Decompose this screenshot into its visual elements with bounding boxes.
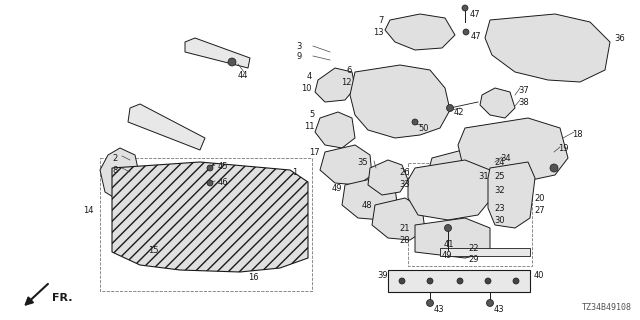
Text: 45: 45 [218,162,228,171]
Text: 43: 43 [494,306,504,315]
Text: 18: 18 [572,130,582,139]
Text: 43: 43 [434,306,445,315]
Text: 35: 35 [357,157,368,166]
Polygon shape [315,68,355,102]
Polygon shape [408,160,492,220]
Text: 49: 49 [332,183,342,193]
Text: 44: 44 [238,70,248,79]
Text: 50: 50 [418,124,429,132]
Circle shape [228,58,236,66]
Text: 23: 23 [494,204,504,212]
Polygon shape [112,162,308,272]
Circle shape [426,300,433,307]
Text: 5: 5 [310,109,315,118]
Polygon shape [368,160,408,195]
Text: 3: 3 [296,42,302,51]
Text: 22: 22 [468,244,479,252]
Polygon shape [458,118,568,182]
Polygon shape [485,14,610,82]
Text: 8: 8 [113,165,118,174]
Text: 37: 37 [518,85,529,94]
Circle shape [427,278,433,284]
Text: 19: 19 [558,143,568,153]
Text: 1: 1 [292,167,297,177]
Text: 6: 6 [347,66,352,75]
Text: 40: 40 [534,270,545,279]
Polygon shape [372,198,425,240]
Polygon shape [440,248,530,256]
Text: 27: 27 [534,205,545,214]
Circle shape [207,165,213,171]
Text: 32: 32 [494,186,504,195]
Circle shape [399,278,405,284]
Polygon shape [488,162,535,228]
Polygon shape [388,270,530,292]
Text: 14: 14 [83,205,94,214]
Text: 30: 30 [494,215,504,225]
Polygon shape [320,145,372,185]
Circle shape [485,278,491,284]
Text: 33: 33 [399,180,410,188]
Text: 21: 21 [399,223,410,233]
Polygon shape [428,148,500,195]
Text: 4: 4 [307,71,312,81]
Text: 42: 42 [454,108,465,116]
Text: TZ34B49108: TZ34B49108 [582,303,632,312]
Circle shape [550,164,558,172]
Text: 39: 39 [378,270,388,279]
Circle shape [457,278,463,284]
Text: 41: 41 [444,239,454,249]
Polygon shape [385,14,455,50]
Circle shape [462,5,468,11]
Text: 11: 11 [305,122,315,131]
Text: 29: 29 [468,255,479,265]
Text: 12: 12 [342,77,352,86]
Text: 15: 15 [148,245,159,254]
Text: 38: 38 [518,98,529,107]
Circle shape [513,278,519,284]
Text: 28: 28 [399,236,410,244]
Text: 24: 24 [494,157,504,166]
Text: FR.: FR. [52,293,72,303]
Circle shape [445,225,451,231]
Circle shape [486,300,493,307]
Text: 20: 20 [534,194,545,203]
Text: 47: 47 [470,10,481,19]
Polygon shape [185,38,250,68]
Polygon shape [128,104,205,150]
Text: 9: 9 [297,52,302,60]
Text: 36: 36 [614,34,625,43]
Text: 46: 46 [218,178,228,187]
Text: 13: 13 [373,28,384,36]
Text: 7: 7 [379,15,384,25]
Polygon shape [315,112,355,148]
Circle shape [463,29,469,35]
Circle shape [207,180,213,186]
Polygon shape [350,65,450,138]
Polygon shape [415,218,490,258]
Polygon shape [342,178,398,220]
Text: 25: 25 [494,172,504,180]
Text: 2: 2 [113,154,118,163]
Text: 10: 10 [301,84,312,92]
Text: 48: 48 [362,201,372,210]
Text: 16: 16 [248,274,259,283]
Polygon shape [480,88,515,118]
Text: 17: 17 [309,148,320,156]
Text: 26: 26 [399,167,410,177]
Text: 49: 49 [442,252,452,260]
Circle shape [447,105,454,111]
Text: 31: 31 [478,172,488,180]
Text: 34: 34 [500,154,511,163]
Circle shape [412,119,418,125]
Text: 47: 47 [471,31,482,41]
Polygon shape [100,148,140,200]
